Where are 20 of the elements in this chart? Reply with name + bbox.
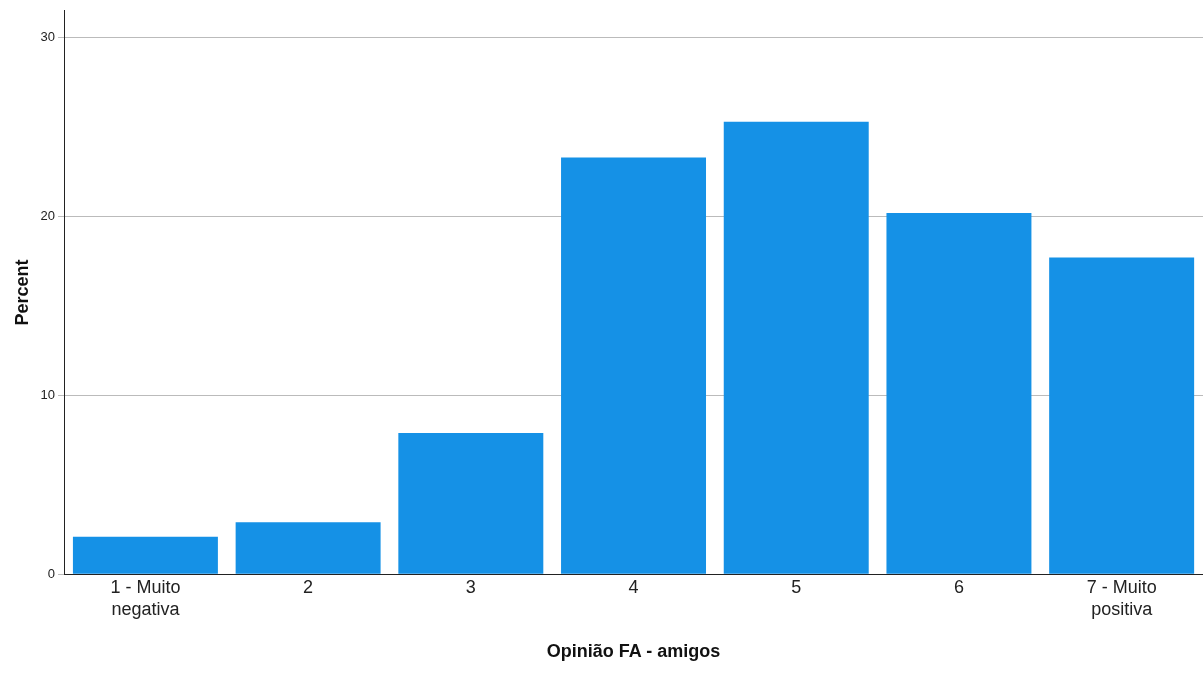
y-tick-label: 0 — [47, 565, 56, 581]
x-tick-label: 1 - Muito negativa — [110, 576, 181, 619]
x-axis-title: Opinião FA - amigos — [546, 641, 721, 662]
y-tick-label: 10 — [40, 386, 56, 402]
bar — [561, 157, 707, 574]
x-tick-label: 3 — [465, 576, 476, 597]
bar — [398, 432, 544, 574]
y-axis-title: Percent — [11, 259, 32, 326]
x-tick-label: 2 — [303, 576, 314, 597]
x-tick-label: 5 — [791, 576, 802, 597]
y-tick-label: 20 — [40, 208, 56, 224]
x-tick-label: 7 - Muito positiva — [1086, 576, 1157, 619]
y-tick-label: 30 — [40, 29, 56, 45]
bar — [886, 212, 1032, 574]
bar — [1049, 257, 1195, 574]
bar — [723, 121, 869, 574]
bar — [235, 522, 381, 574]
x-tick-label: 6 — [953, 576, 964, 597]
x-tick-label: 4 — [628, 576, 639, 597]
bar — [72, 536, 218, 574]
